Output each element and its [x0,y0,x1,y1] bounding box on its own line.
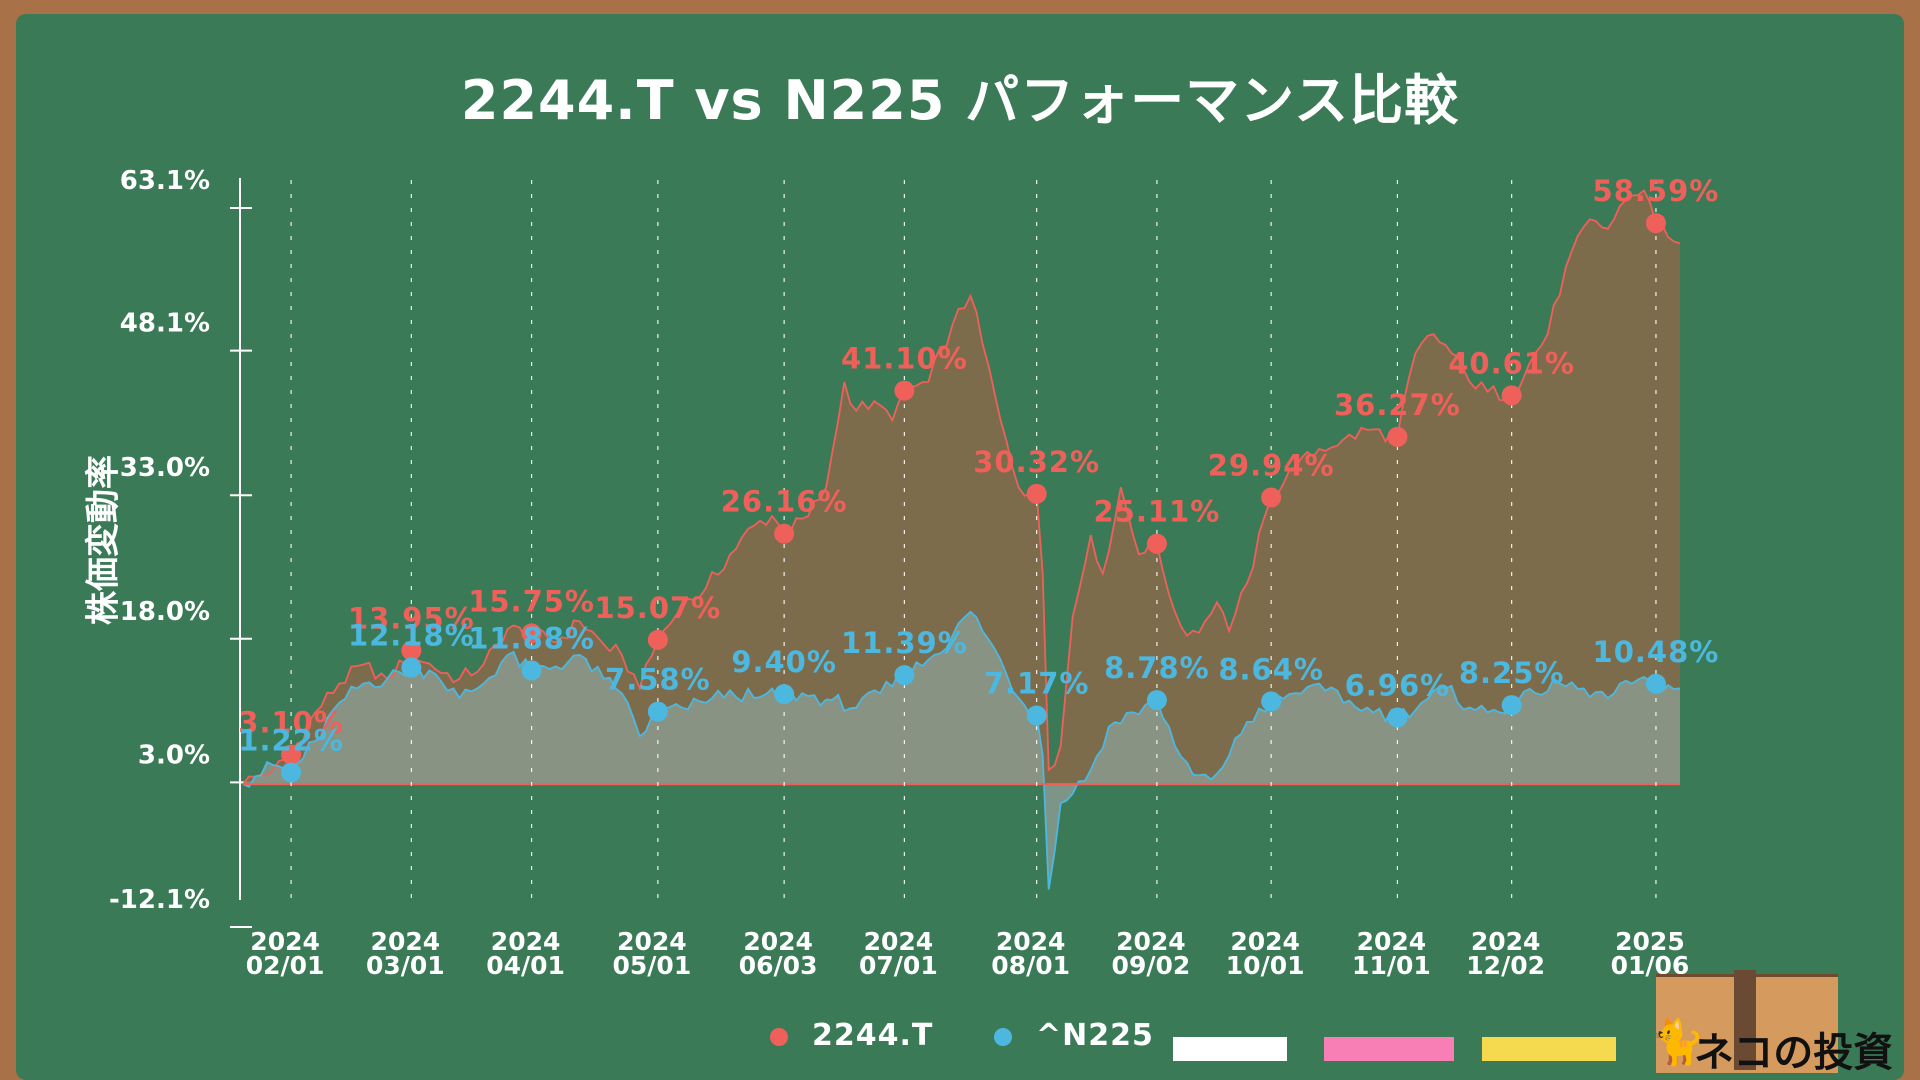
x-tick-year: 2024 [1116,927,1186,956]
data-point-2244t [401,640,422,661]
cat-icon: 🐈 [1650,1017,1705,1068]
x-tick-year: 2024 [864,927,934,956]
data-label-n225: 10.48% [1593,635,1720,669]
y-tick-label: -12.1% [109,885,210,915]
x-tick-date: 03/01 [366,951,445,980]
data-label-2244t: 25.11% [1094,495,1221,529]
data-label-2244t: 36.27% [1334,388,1461,422]
y-tick-label: 3.0% [138,740,210,770]
data-point-n225 [1026,705,1047,726]
series-2244t-line [242,189,1681,785]
data-label-n225: 8.78% [1104,651,1210,685]
x-tick-date: 10/01 [1226,951,1305,980]
data-point-2244t [521,623,542,644]
data-point-n225 [1146,690,1167,711]
x-tick-date: 02/01 [246,951,325,980]
data-label-n225: 7.58% [605,663,711,697]
data-point-2244t [1387,426,1408,447]
data-label-n225: 6.96% [1345,669,1451,703]
x-tick-year: 2024 [1471,927,1541,956]
x-tick-year: 2024 [371,927,441,956]
legend-label: 2244.T [812,1018,934,1053]
y-tick-label: 18.0% [120,597,210,627]
data-point-2244t [1645,213,1666,234]
data-label-n225: 11.88% [468,621,595,655]
data-point-2244t [281,744,302,765]
logo-tape [1734,970,1756,1070]
series-n225-area [243,611,1680,890]
legend-entry-2244t[interactable]: 2244.T [770,1018,933,1053]
data-label-2244t: 40.61% [1448,346,1575,380]
x-tick-year: 2024 [617,927,687,956]
legend-dot-icon [994,1027,1012,1046]
data-point-2244t [647,629,668,650]
x-tick-year: 2024 [996,927,1066,956]
series-n225-line [242,610,1681,890]
x-tick-year: 2024 [743,927,813,956]
data-label-2244t: 26.16% [721,485,848,519]
data-point-n225 [774,684,795,705]
data-label-n225: 11.39% [841,626,968,660]
x-tick-date: 05/01 [613,951,692,980]
chalk-swatch-white [1173,1037,1287,1061]
data-point-n225 [1387,707,1408,728]
x-tick-year: 2024 [491,927,561,956]
data-label-n225: 12.18% [348,619,475,653]
data-point-2244t [1026,483,1047,504]
chart-title: 2244.T vs N225 パフォーマンス比較 [460,69,1460,132]
x-tick-date: 04/01 [486,951,565,980]
logo-text: ネコの投資 [1694,1030,1894,1076]
x-tick-date: 08/01 [991,951,1070,980]
data-point-2244t [774,523,795,544]
data-label-n225: 8.64% [1218,652,1324,686]
series-2244t-area [243,190,1680,785]
legend-dot-icon [770,1027,788,1046]
x-tick-date: 09/02 [1112,951,1191,980]
x-tick-date: 07/01 [859,951,938,980]
data-label-2244t: 13.95% [348,602,475,636]
data-label-n225: 1.22% [238,723,344,757]
data-label-n225: 7.17% [984,667,1090,701]
data-label-2244t: 41.10% [841,342,968,376]
x-tick-year: 2025 [1615,927,1685,956]
x-tick-year: 2024 [250,927,320,956]
data-point-2244t [1146,533,1167,554]
data-point-2244t [894,380,915,401]
data-point-n225 [521,660,542,681]
data-label-2244t: 29.94% [1208,448,1335,482]
x-tick-date: 12/02 [1466,951,1545,980]
y-tick-label: 48.1% [120,309,210,339]
data-point-2244t [1261,487,1282,508]
data-label-2244t: 30.32% [973,445,1100,479]
x-tick-date: 06/03 [739,951,818,980]
legend-label: ^N225 [1036,1018,1154,1053]
data-label-2244t: 15.07% [594,591,721,625]
data-point-n225 [401,657,422,678]
legend-entry-n225[interactable]: ^N225 [994,1018,1154,1053]
x-tick-year: 2024 [1357,927,1427,956]
y-tick-label: 63.1% [120,166,210,196]
data-label-n225: 8.25% [1459,656,1565,690]
data-label-n225: 9.40% [731,645,837,679]
x-tick-date: 11/01 [1352,951,1431,980]
data-label-2244t: 3.10% [238,705,344,739]
data-label-2244t: 58.59% [1593,174,1720,208]
data-point-2244t [1501,385,1522,406]
chalk-swatch-pink [1324,1037,1454,1061]
data-point-n225 [281,762,302,783]
y-tick-label: 33.0% [120,453,210,483]
chalk-swatch-yellow [1482,1037,1616,1061]
data-label-2244t: 15.75% [468,584,595,618]
data-point-n225 [647,701,668,722]
data-point-n225 [1501,695,1522,716]
data-point-n225 [1261,691,1282,712]
x-tick-year: 2024 [1230,927,1300,956]
data-point-n225 [894,665,915,686]
data-point-n225 [1645,673,1666,694]
